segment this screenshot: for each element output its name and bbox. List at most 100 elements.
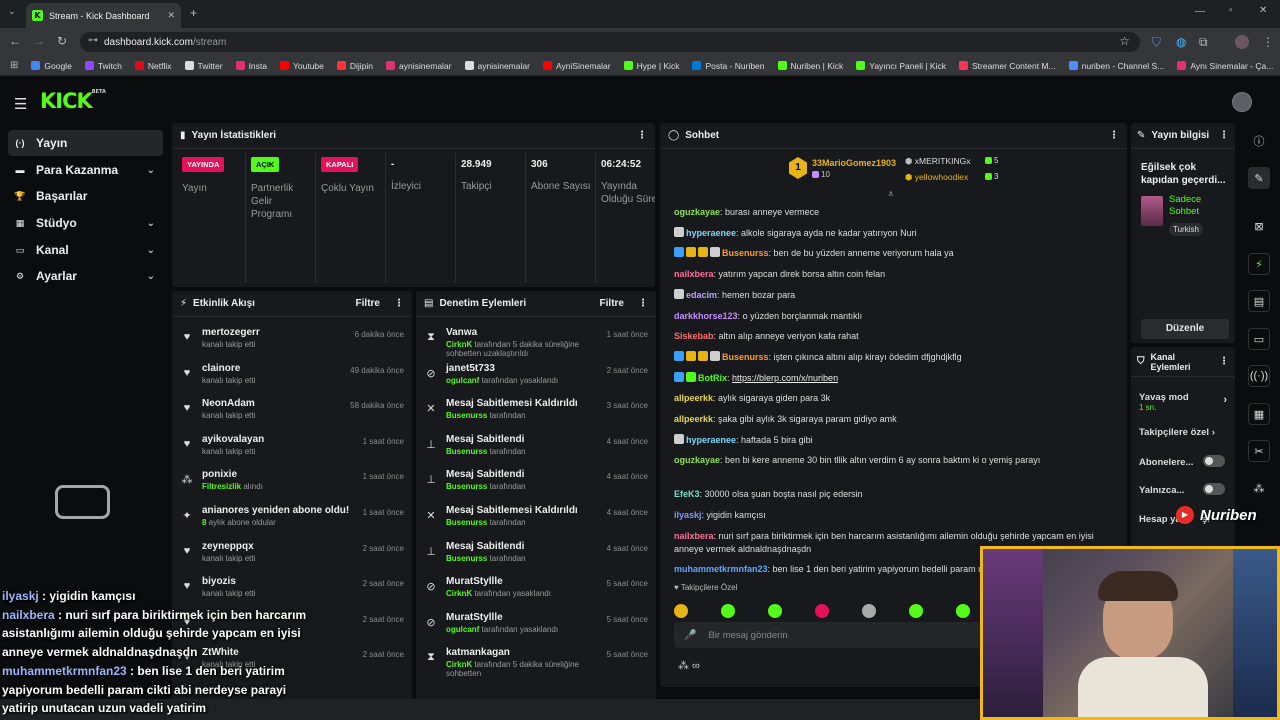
chat-username[interactable]: oguzkayae: [674, 207, 721, 217]
chat-username[interactable]: Busenurss: [722, 248, 769, 259]
sidebar-item-2[interactable]: 🏆 Başarılar: [8, 183, 163, 209]
broadcast-icon[interactable]: ((·)): [1248, 365, 1270, 387]
moderation-row[interactable]: ✕ Mesaj Sabitlemesi Kaldırıldı Busenurss t…: [424, 398, 648, 433]
emotes-only-toggle[interactable]: [1203, 483, 1225, 495]
site-info-icon[interactable]: ⊶: [88, 35, 98, 46]
bookmark-item[interactable]: Youtube: [280, 61, 324, 71]
address-bar[interactable]: ⊶ dashboard.kick.com/stream ☆: [80, 32, 1140, 52]
bookmark-star-icon[interactable]: ☆: [1119, 34, 1130, 48]
chat-username[interactable]: Busenurss: [722, 351, 769, 362]
browser-menu-icon[interactable]: ⋮: [1262, 35, 1274, 49]
more-rail-icon[interactable]: ⁂: [1253, 482, 1265, 495]
channel-actions-menu-icon[interactable]: ⋮: [1219, 356, 1229, 367]
activity-row[interactable]: ♥ NeonAdam kanalı takip etti 58 dakika önce: [180, 398, 404, 433]
bookmark-item[interactable]: Yayıncı Paneli | Kick: [856, 61, 946, 71]
extension-shield-icon[interactable]: ⛉: [1152, 35, 1162, 49]
bookmark-item[interactable]: Insta: [235, 61, 267, 71]
chat-link[interactable]: https://blerp.com/x/nuriben: [732, 372, 839, 383]
activity-row[interactable]: ♥ mertozegerr kanalı takip etti 6 dakika ön…: [180, 327, 404, 362]
info-icon[interactable]: ⓘ: [1253, 136, 1265, 148]
chat-username[interactable]: nailxbera: [674, 530, 714, 541]
top-gifter-2[interactable]: ⬢ xMERITKINGx: [905, 156, 971, 166]
chat-username[interactable]: muhammetkrmnfan23: [674, 564, 768, 575]
pencil-icon[interactable]: ✎: [1248, 167, 1270, 189]
chat-username[interactable]: allpeerkk: [674, 414, 714, 424]
followers-only-row[interactable]: Takipçilere özel ›: [1139, 427, 1215, 438]
activity-filter-button[interactable]: Filtre: [355, 298, 380, 309]
sidebar-item-4[interactable]: ▭ Kanal ⌄: [8, 237, 163, 263]
chat-settings-icon[interactable]: ⁂ ∞: [678, 660, 700, 672]
user-avatar[interactable]: [1232, 92, 1252, 112]
maximize-icon[interactable]: ▫: [1229, 5, 1233, 16]
document-rail-icon[interactable]: ▤: [1248, 290, 1270, 312]
sidebar-item-3[interactable]: ▦ Stüdyo ⌄: [8, 210, 163, 236]
moderation-menu-icon[interactable]: ⋮: [638, 298, 648, 309]
chat-username[interactable]: BotRix: [698, 372, 727, 383]
bookmark-item[interactable]: Streamer Content M...: [958, 61, 1056, 71]
moderation-row[interactable]: ⧗ Vanwa CirknK tarafından 5 dakika süreliğ…: [424, 327, 648, 362]
bookmark-item[interactable]: Google: [31, 61, 72, 71]
moderation-row[interactable]: ⊥ Mesaj Sabitlendi Busenurss tarafından 4 s…: [424, 469, 648, 504]
emote-icon[interactable]: [674, 604, 688, 618]
apps-grid-icon[interactable]: ⊞: [10, 60, 19, 71]
moderation-row[interactable]: ⊘ MuratStyllle CirknK tarafından yasakland…: [424, 576, 648, 611]
bookmark-item[interactable]: AyniSinemalar: [542, 61, 611, 71]
emote-icon[interactable]: [909, 604, 923, 618]
lightning-icon[interactable]: ⚡: [1248, 253, 1270, 275]
chevron-down-icon[interactable]: ⌄: [146, 244, 155, 256]
top-gifter-3[interactable]: ⬢ yellowhoodiex: [905, 172, 969, 182]
activity-row[interactable]: ⁂ ponixie Filtresizlik alındı 1 saat önce: [180, 469, 405, 504]
emote-icon[interactable]: [956, 604, 970, 618]
extension-icon[interactable]: ◍: [1176, 35, 1187, 49]
chat-username[interactable]: hyperaenee: [686, 227, 737, 238]
minimize-icon[interactable]: —: [1195, 6, 1205, 17]
sidebar-item-0[interactable]: (·) Yayın: [8, 130, 163, 156]
extensions-puzzle-icon[interactable]: ⧉: [1199, 35, 1208, 49]
slow-mode-row[interactable]: Yavaş mod ›: [1139, 392, 1227, 406]
reload-icon[interactable]: ↻: [57, 34, 68, 48]
subscribers-only-toggle[interactable]: [1203, 455, 1225, 467]
expand-chevron-icon[interactable]: ⩡: [888, 189, 894, 200]
sidebar-item-1[interactable]: ▬ Para Kazanma ⌄: [8, 157, 163, 183]
chevron-down-icon[interactable]: ⌄: [146, 217, 155, 229]
bookmark-item[interactable]: Twitch: [84, 61, 122, 71]
activity-row[interactable]: ♥ 2 saat önce: [180, 612, 404, 647]
emote-icon[interactable]: [815, 604, 829, 618]
moderation-row[interactable]: ⊥ Mesaj Sabitlendi Busenurss tarafından 4 s…: [424, 434, 648, 469]
category-thumbnail[interactable]: [1141, 196, 1163, 226]
chat-username[interactable]: nailxbera: [674, 269, 714, 280]
microphone-icon[interactable]: 🎤: [684, 629, 697, 641]
stats-menu-icon[interactable]: ⋮: [637, 130, 647, 141]
tab-search-icon[interactable]: ⌄: [8, 6, 16, 16]
chat-username[interactable]: allpeerkk: [674, 393, 714, 404]
emote-icon[interactable]: [768, 604, 782, 618]
category-name[interactable]: Sadece Sohbet: [1169, 194, 1202, 217]
moderation-filter-button[interactable]: Filtre: [599, 298, 624, 309]
cancel-icon[interactable]: ⊠: [1254, 220, 1264, 233]
layout-icon[interactable]: ▦: [1248, 403, 1270, 425]
activity-row[interactable]: ♥ biyozis kanalı takip etti 2 saat önce: [180, 576, 404, 611]
hamburger-menu-icon[interactable]: ☰: [14, 96, 28, 113]
activity-row[interactable]: ✦ anianores yeniden abone oldu! 8 aylık ab…: [180, 505, 404, 540]
chat-input[interactable]: 🎤 Bir mesaj gönderin: [674, 622, 984, 648]
activity-row[interactable]: ♥ zeyneppqx kanalı takip etti 2 saat önce: [180, 541, 404, 576]
chat-menu-icon[interactable]: ⋮: [1109, 130, 1119, 141]
top-gifter-1-name[interactable]: 33MarioGomez1903: [812, 158, 897, 168]
bookmark-item[interactable]: Aynı Sinemalar - Ça...: [1177, 61, 1273, 71]
activity-row[interactable]: ♥ clainore kanalı takip etti 49 dakika önce: [180, 363, 404, 398]
account-age-row[interactable]: Hesap ya şı: [1139, 514, 1210, 525]
moderation-row[interactable]: ⊘ janet5t733 ogulcanf tarafından yasakland…: [424, 363, 648, 398]
bookmark-item[interactable]: Twitter: [184, 61, 223, 71]
stream-info-menu-icon[interactable]: ⋮: [1219, 130, 1229, 141]
profile-avatar[interactable]: [1235, 35, 1249, 49]
bookmark-item[interactable]: Dijipin: [336, 61, 373, 71]
bookmark-item[interactable]: Posta - Nuriben: [692, 61, 765, 71]
back-icon[interactable]: ←: [9, 34, 21, 48]
chat-username[interactable]: ilyaskj: [674, 509, 702, 520]
bookmark-item[interactable]: Nuriben | Kick: [777, 61, 843, 71]
chat-username[interactable]: darkkhorse123: [674, 310, 738, 321]
moderation-row[interactable]: ⊥ Mesaj Sabitlendi Busenurss tarafından 4 s…: [424, 541, 648, 576]
activity-row[interactable]: ♥ ayikovalayan kanalı takip etti 1 saat önc…: [180, 434, 404, 469]
tools-icon[interactable]: ✂: [1248, 440, 1270, 462]
close-tab-icon[interactable]: ✕: [167, 10, 175, 20]
